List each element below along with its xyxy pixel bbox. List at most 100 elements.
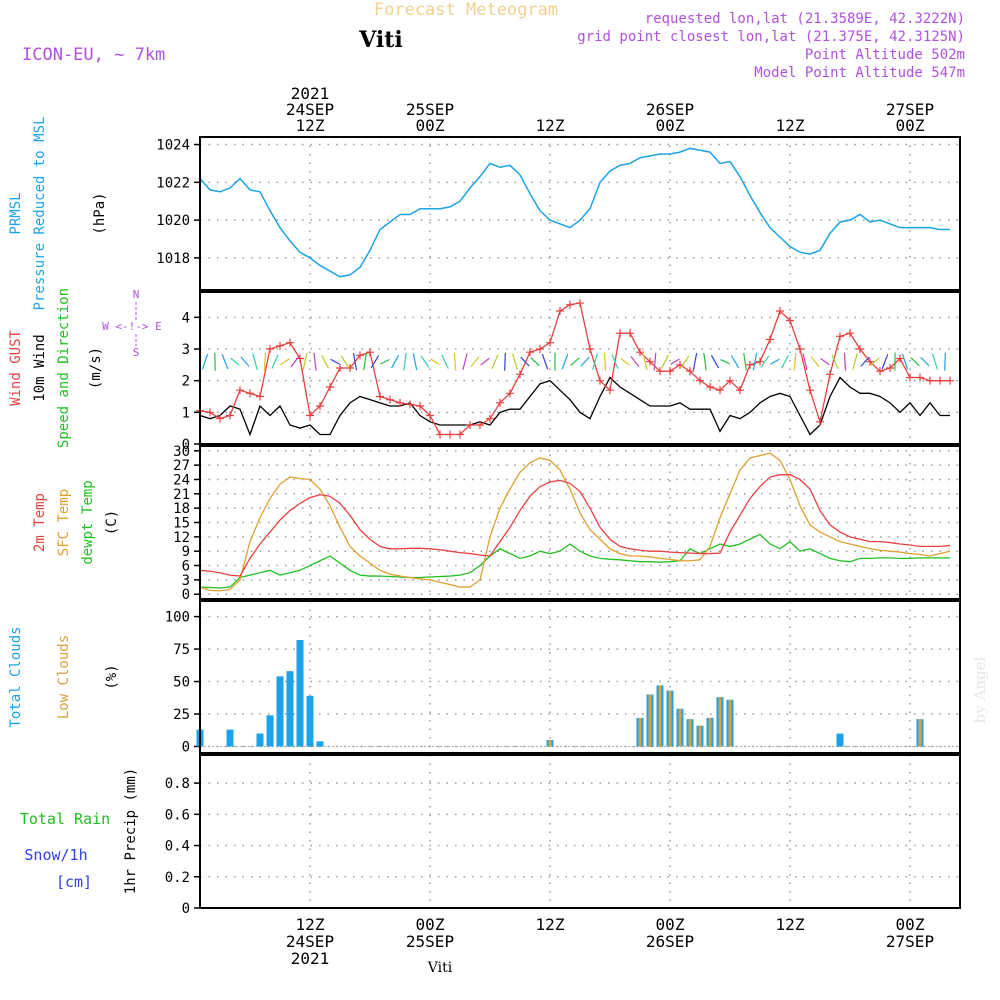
gust-marker [506, 389, 514, 398]
wind-direction-arrow [653, 352, 657, 371]
wind-direction-arrow [680, 355, 690, 368]
gust-marker [336, 364, 344, 372]
total-cloud-bar [316, 741, 324, 747]
point-altitude: Point Altitude 502m [805, 47, 965, 63]
wind-direction-arrow [920, 356, 930, 367]
wind-direction-arrow [441, 354, 449, 369]
wind-direction-arrow [302, 353, 308, 371]
wind-direction-arrow [321, 354, 329, 369]
gust-marker [776, 307, 784, 315]
gust-marker [906, 373, 914, 382]
wind-direction-arrow [793, 352, 797, 371]
panel-wind: 0 1 2 3 4 N W <-!-> E S Wind GUST 10m Wind Speed a… [8, 288, 961, 453]
panel-label-l3: Speed and Direction [56, 288, 72, 448]
gust-marker [516, 370, 524, 379]
total-cloud-bar [266, 715, 274, 747]
gust-marker [286, 338, 294, 347]
gust-marker [536, 345, 544, 353]
top-time-label: 24SEP [286, 100, 334, 119]
wind-direction-arrow [470, 356, 480, 368]
gust-marker [366, 348, 374, 357]
wind-direction-arrow [770, 358, 780, 365]
rain-label: Total Rain [20, 810, 110, 828]
panel-label-unit: (m/s) [88, 347, 104, 389]
gust-marker [936, 376, 944, 385]
wind-direction-arrow [290, 355, 300, 368]
gust-marker [766, 335, 774, 344]
gust-marker [846, 329, 854, 338]
y-tick-label: 1022 [156, 175, 190, 191]
gust-marker [946, 376, 954, 385]
wind-direction-arrow [252, 353, 258, 370]
panel-label-l2: Low Clouds [56, 635, 72, 719]
wind-direction-arrow [462, 353, 468, 371]
low-cloud-bar [668, 690, 672, 747]
top-time-label: 26SEP [646, 100, 694, 119]
gust-marker [446, 430, 454, 439]
wind-direction-arrow [201, 353, 209, 370]
panel-label-l1: 2m Temp [32, 493, 48, 552]
low-cloud-bar [918, 719, 922, 747]
gust-line [199, 302, 950, 436]
wind-direction-arrow [271, 354, 279, 369]
y-tick-label: 0.4 [165, 839, 190, 855]
y-tick-label: 0.8 [165, 776, 190, 792]
y-tick-label: 9 [182, 544, 190, 560]
wind-direction-arrow [453, 352, 457, 371]
total-cloud-bar [296, 639, 304, 747]
gust-marker [436, 430, 444, 439]
low-cloud-bar [638, 717, 642, 747]
bottom-time-label: 25SEP [406, 932, 454, 951]
gust-marker [836, 332, 844, 341]
total-cloud-bar [256, 733, 264, 747]
wind-direction-arrow [901, 353, 909, 370]
gust-marker [616, 329, 624, 338]
y-tick-label: 1 [182, 405, 190, 421]
bottom-time-label: 24SEP [286, 932, 334, 951]
top-time-label: 00Z [656, 116, 685, 135]
gust-marker [426, 411, 434, 420]
gust-marker [896, 354, 904, 363]
wind-direction-arrow [240, 356, 250, 367]
wind-direction-arrow [881, 353, 889, 370]
gust-marker [236, 386, 244, 395]
total-cloud-bar [286, 671, 294, 747]
wind-direction-arrow [692, 353, 698, 371]
sfc-temp-line [199, 452, 951, 592]
bottom-time-label: 00Z [416, 915, 445, 934]
gust-marker [876, 367, 884, 376]
wind-direction-arrow [870, 357, 880, 366]
pressure-line [199, 147, 950, 278]
wind-direction-arrow [944, 352, 946, 371]
y-tick-label: 3 [182, 342, 190, 358]
panel-label-l3: dewpt Temp [80, 480, 96, 564]
panel-frame [199, 600, 961, 754]
panel-clouds: 0 25 50 75 100 Total Clouds Low Clouds (%) [8, 600, 961, 756]
y-tick-label: 0 [182, 901, 190, 917]
snow-label: Snow/1h [24, 846, 87, 864]
wind-direction-arrow [390, 355, 400, 369]
bottom-time-label: 12Z [536, 915, 565, 934]
wind-direction-arrow [380, 358, 390, 365]
panel-label-l1: Wind GUST [8, 330, 24, 406]
wind-direction-arrow [512, 353, 518, 370]
wind-direction-arrow [430, 358, 440, 365]
wind-direction-arrow [752, 353, 758, 371]
gust-marker [496, 398, 504, 407]
gust-marker [646, 357, 654, 366]
gust-marker [276, 341, 284, 350]
wind-direction-arrow [852, 353, 858, 370]
wind-direction-arrow [561, 353, 569, 370]
top-time-label: 00Z [896, 116, 925, 135]
panel-label-l2: SFC Temp [56, 489, 72, 556]
y-tick-label: 0.6 [165, 807, 190, 823]
gust-marker [556, 307, 564, 315]
panel-label-l2: Pressure Reduced to MSL [32, 117, 48, 311]
gust-marker [706, 383, 714, 391]
wind-direction-arrow [280, 358, 290, 366]
gust-marker [526, 348, 534, 357]
bottom-time-label: 27SEP [886, 932, 934, 951]
